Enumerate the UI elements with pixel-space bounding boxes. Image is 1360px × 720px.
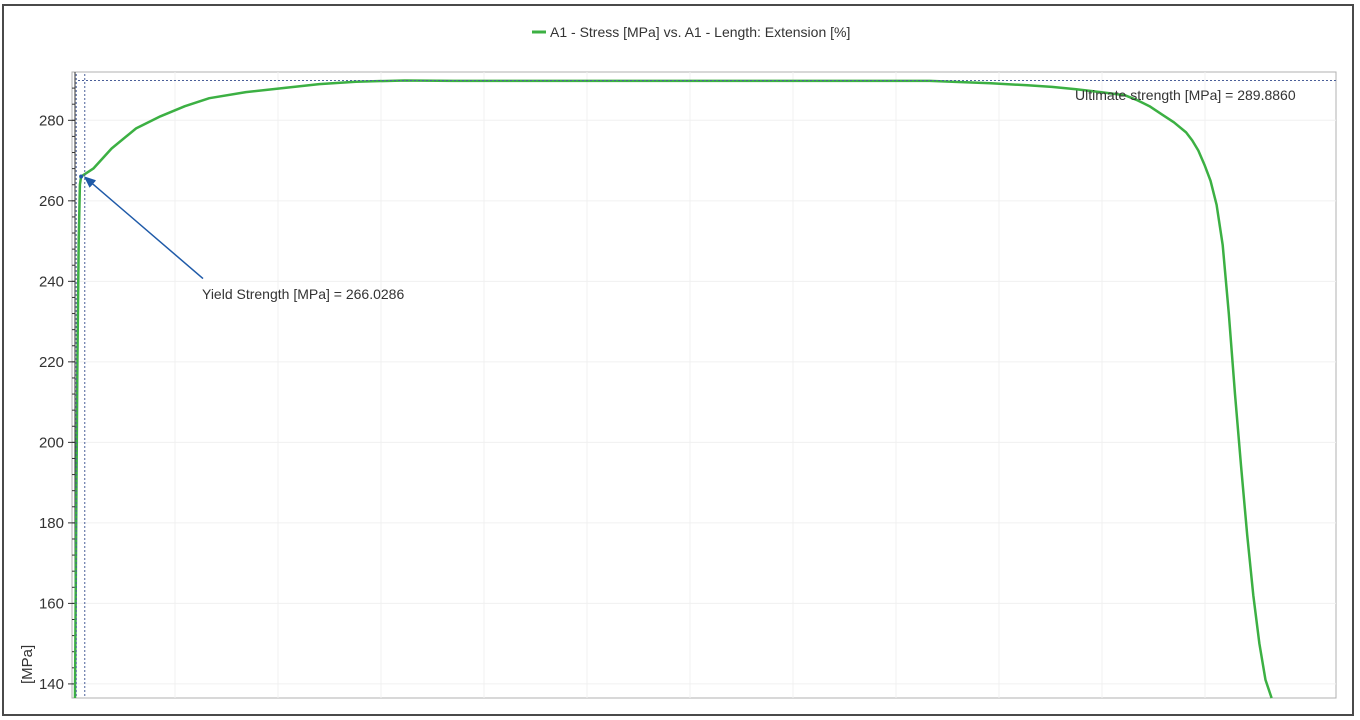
y-tick-label: 180 [39, 515, 64, 532]
ultimate-strength-label: Ultimate strength [MPa] = 289.8860 [1075, 87, 1296, 103]
chart-frame [2, 4, 1354, 716]
plot-area [71, 71, 1337, 699]
series-line [73, 79, 1273, 699]
y-axis: 140 160 180 200 220 240 260 280 [39, 72, 76, 698]
y-tick-label: 280 [39, 112, 64, 129]
y-tick-label: 220 [39, 354, 64, 371]
yield-point [79, 174, 84, 179]
legend-label: A1 - Stress [MPa] vs. A1 - Length: Exten… [550, 24, 850, 40]
grid [75, 72, 1336, 698]
y-axis-label: [MPa] [19, 645, 36, 684]
y-tick-label: 240 [39, 273, 64, 290]
y-tick-label: 200 [39, 434, 64, 451]
yield-arrow [83, 176, 204, 280]
y-tick-label: 260 [39, 193, 64, 210]
series-group [73, 79, 1273, 699]
annotations [75, 74, 1336, 698]
y-tick-label: 160 [39, 595, 64, 612]
y-tick-label: 140 [39, 676, 64, 693]
legend: A1 - Stress [MPa] vs. A1 - Length: Exten… [532, 24, 850, 40]
yield-strength-label: Yield Strength [MPa] = 266.0286 [202, 286, 404, 302]
